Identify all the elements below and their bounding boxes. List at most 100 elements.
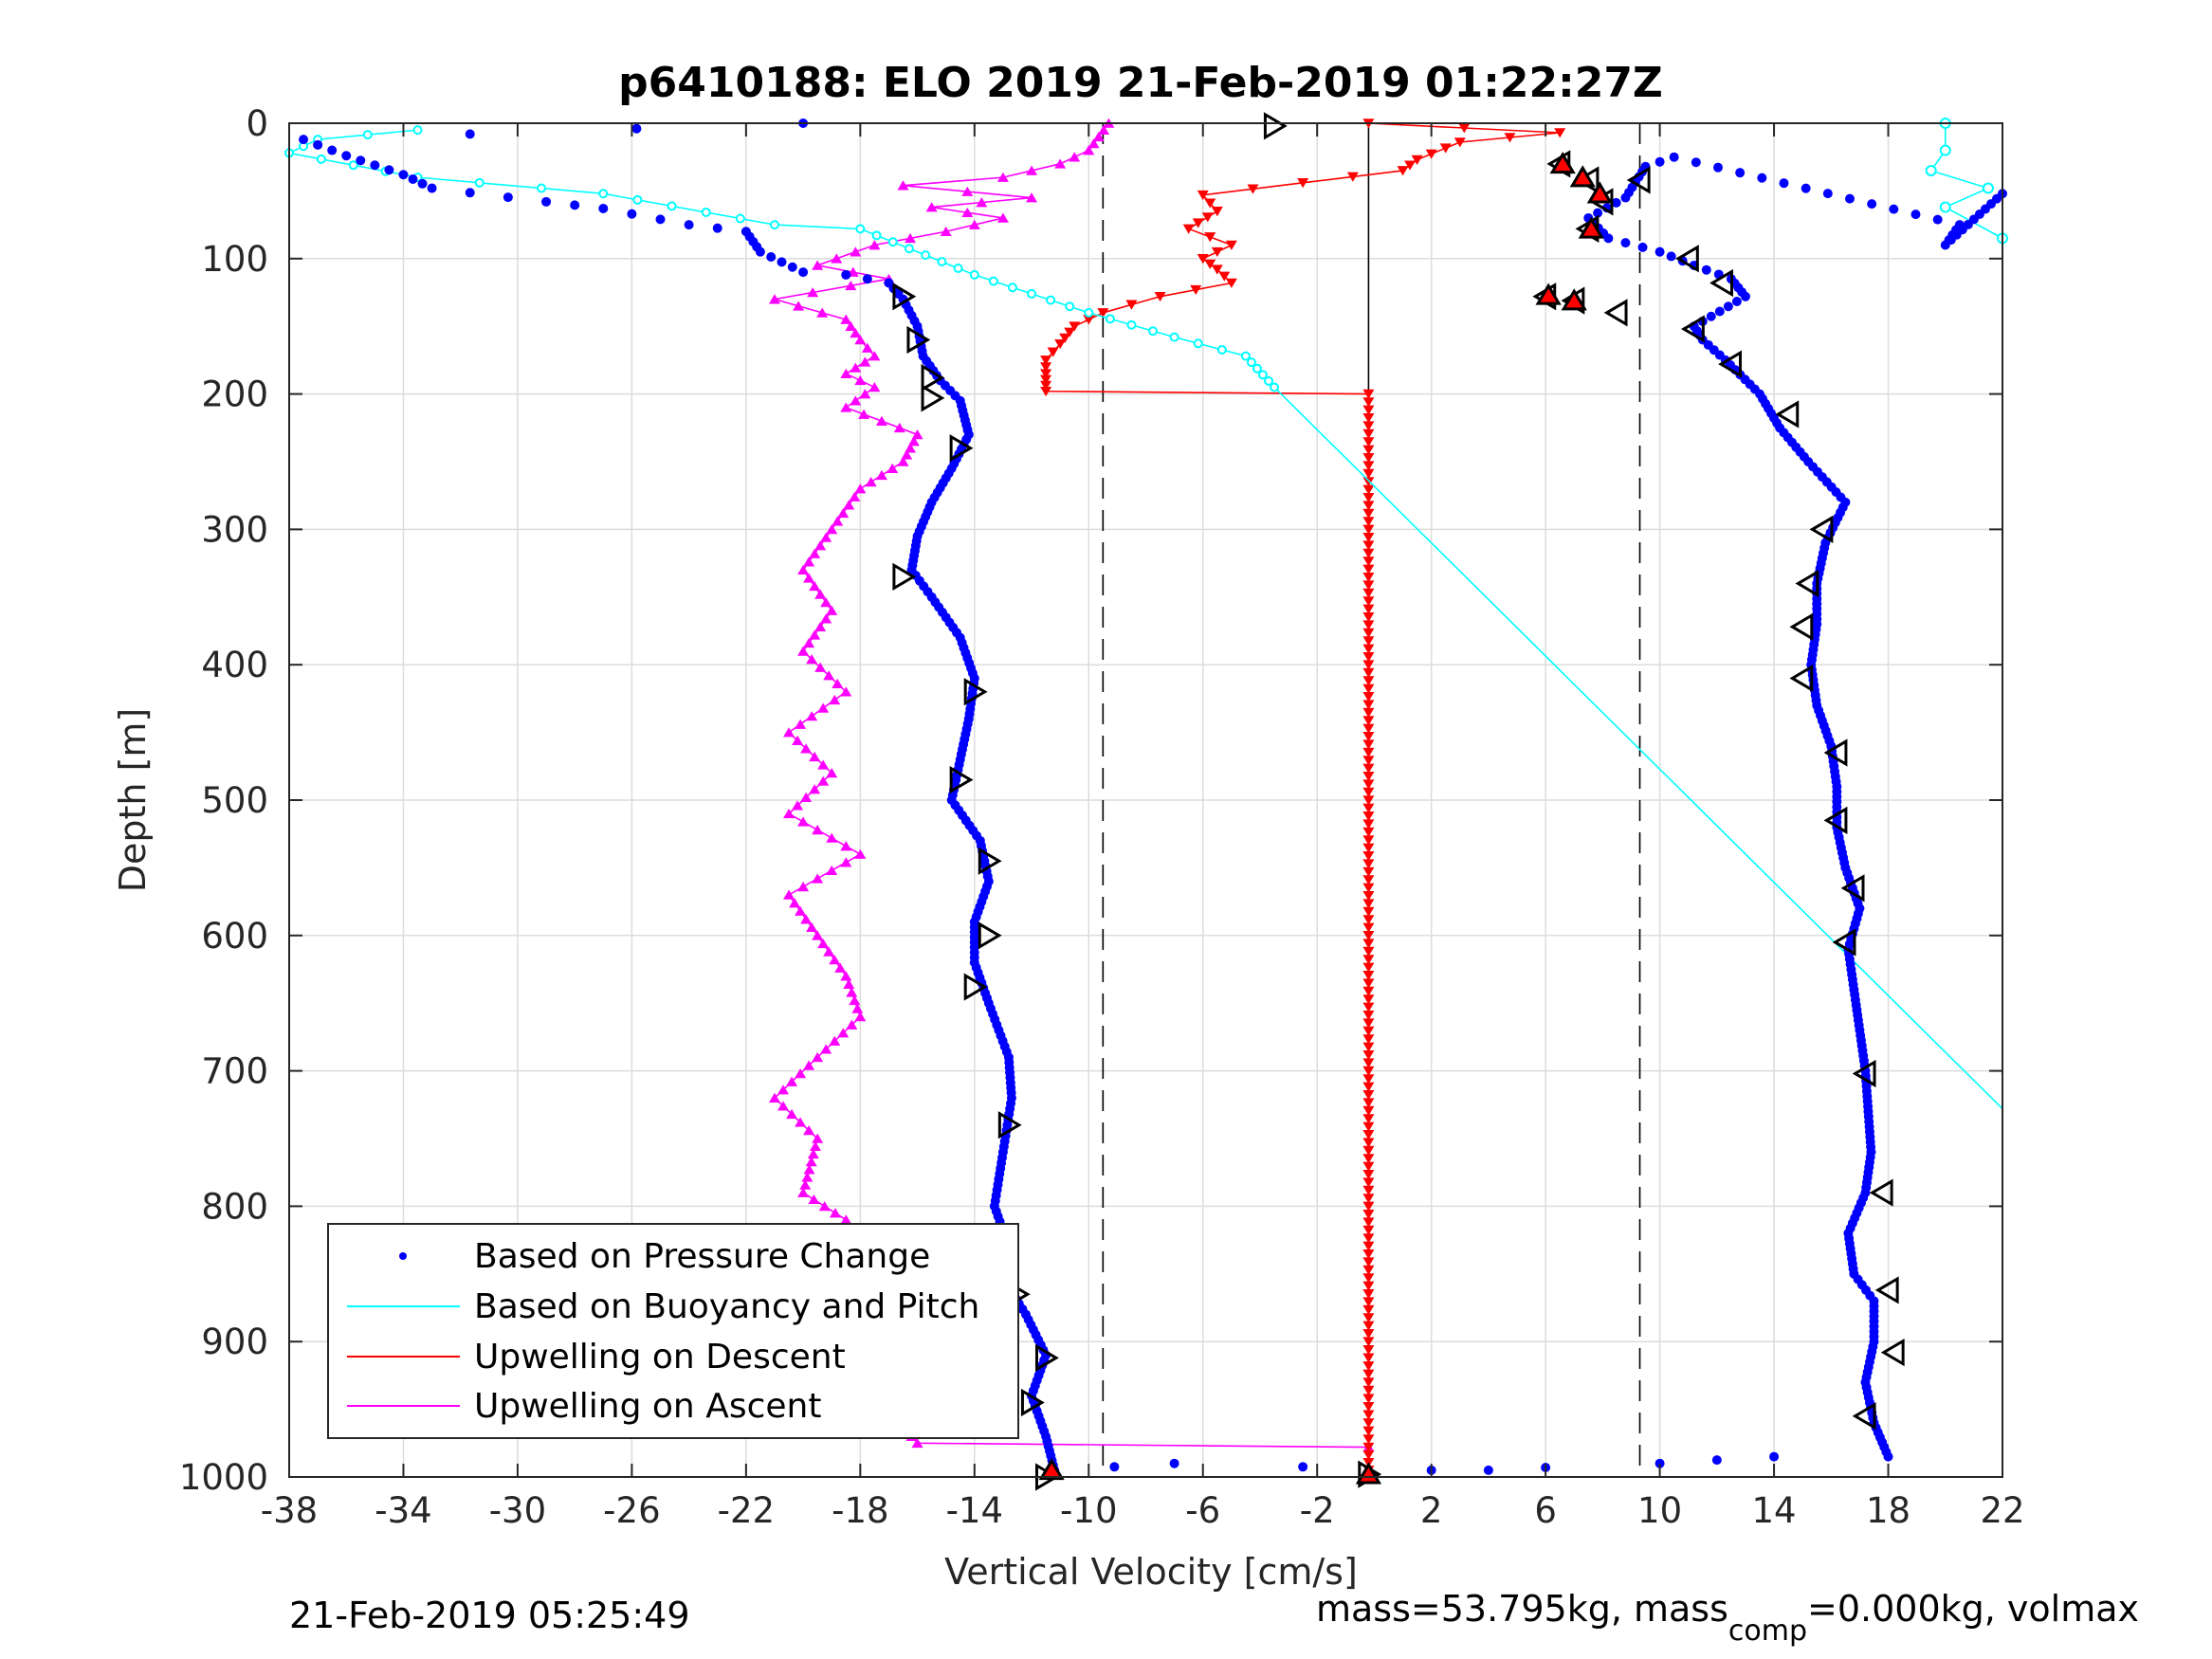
descent-marker	[1362, 978, 1375, 989]
buoyancy-marker	[887, 237, 898, 247]
pressure-dot	[465, 188, 475, 198]
descent-marker	[1362, 1313, 1375, 1323]
descent-marker	[1362, 1105, 1375, 1116]
pressure-dot	[1654, 156, 1665, 167]
x-tick-label: 18	[1866, 1490, 1910, 1531]
ascent-marker	[1088, 138, 1100, 149]
ascent-marker	[783, 889, 795, 900]
ascent-marker	[809, 580, 821, 592]
pressure-dot	[1669, 152, 1679, 162]
ascent-marker	[809, 784, 821, 794]
ascent-marker	[901, 449, 913, 460]
descent-marker	[1362, 1058, 1375, 1068]
buoyancy-marker	[1193, 338, 1203, 349]
descent-marker	[1362, 684, 1375, 694]
pressure-dot	[1712, 162, 1723, 173]
pressure-dot	[541, 196, 552, 207]
descent-marker	[1362, 1304, 1375, 1315]
ascent-marker	[817, 702, 830, 713]
ascent-marker	[840, 857, 852, 867]
descent-marker	[1097, 308, 1109, 319]
pressure-dot	[1654, 1458, 1665, 1468]
ascent-marker	[868, 351, 881, 361]
x-axis-label: Vertical Velocity [cm/s]	[944, 1551, 1358, 1593]
event-marker	[1869, 1178, 1893, 1207]
ascent-marker	[789, 898, 801, 908]
descent-marker	[1362, 1361, 1375, 1372]
event-marker	[1603, 299, 1628, 327]
turnaround-marker	[1038, 1458, 1065, 1481]
ascent-marker	[854, 374, 867, 386]
pressure-dot	[570, 200, 580, 210]
x-tick-label: 14	[1752, 1490, 1797, 1531]
ascent-marker	[823, 670, 835, 681]
descent-marker	[1182, 224, 1195, 234]
pressure-dot	[1779, 178, 1789, 189]
x-tick-label: -6	[1185, 1490, 1220, 1531]
ascent-marker	[823, 946, 835, 957]
descent-marker	[1362, 660, 1375, 670]
descent-marker	[1362, 866, 1375, 877]
footer-mass-text-2: =0.000kg, volmax	[1807, 1588, 2139, 1630]
buoyancy-marker	[362, 130, 373, 140]
descent-marker	[1362, 883, 1375, 893]
ascent-marker	[859, 389, 871, 399]
ascent-marker	[797, 646, 810, 656]
ascent-marker	[820, 1044, 832, 1054]
ascent-marker	[854, 1012, 867, 1022]
ascent-marker	[851, 1003, 864, 1013]
descent-marker	[1362, 1194, 1375, 1204]
ascent-marker	[840, 368, 852, 378]
x-tick-label: -30	[489, 1490, 546, 1531]
buoyancy-marker	[412, 125, 423, 136]
descent-marker	[1362, 628, 1375, 638]
pressure-dot	[299, 135, 309, 145]
buoyancy-marker	[921, 250, 931, 261]
turnaround-marker	[1561, 288, 1587, 311]
descent-marker	[1362, 1201, 1375, 1212]
pressure-dot	[1298, 1462, 1308, 1472]
descent-marker	[1362, 692, 1375, 702]
descent-marker	[1362, 1145, 1375, 1156]
axis-ticks: -38 -34 -30 -26 -22 -18 -14 -10 -6 -2 2 6 10 14 18 2201…	[179, 103, 2025, 1531]
descent-marker	[1197, 190, 1209, 201]
descent-marker	[1362, 994, 1375, 1005]
ascent-marker	[849, 491, 861, 501]
descent-marker	[1201, 212, 1214, 223]
descent-marker	[1362, 1449, 1375, 1461]
buoyancy-marker	[735, 213, 745, 224]
descent-marker	[1362, 986, 1375, 996]
y-tick-label: 100	[201, 239, 268, 280]
descent-marker	[1425, 149, 1437, 159]
ascent-marker	[808, 1194, 820, 1205]
ascent-marker	[849, 994, 861, 1006]
ascent-marker	[829, 694, 841, 705]
buoyancy-marker	[1925, 164, 1937, 176]
ascent-marker	[840, 314, 852, 324]
ascent-marker	[843, 978, 855, 990]
buoyancy-marker	[1252, 363, 1262, 374]
descent-marker	[1362, 1401, 1375, 1413]
descent-marker	[1204, 259, 1216, 269]
pressure-dot	[1711, 1455, 1722, 1466]
descent-marker	[1192, 218, 1204, 228]
descent-marker	[1362, 732, 1375, 742]
descent-marker	[1362, 580, 1375, 591]
descent-marker	[1362, 1026, 1375, 1036]
event-marker	[949, 434, 974, 463]
descent-marker	[1362, 573, 1375, 583]
event-marker	[949, 765, 974, 794]
event-marker	[997, 1111, 1022, 1139]
descent-marker	[1362, 723, 1375, 734]
ascent-marker	[961, 186, 974, 196]
footer-timestamp: 21-Feb-2019 05:25:49	[289, 1595, 690, 1636]
ascent-marker	[1083, 145, 1095, 155]
descent-marker	[1362, 1418, 1375, 1429]
pressure-dot	[1723, 301, 1733, 312]
event-marker	[1034, 1343, 1059, 1372]
buoyancy-marker	[953, 264, 963, 273]
ascent-marker	[783, 727, 795, 738]
descent-marker	[1362, 899, 1375, 909]
buoyancy-marker	[1065, 301, 1075, 312]
ascent-marker	[905, 232, 917, 244]
